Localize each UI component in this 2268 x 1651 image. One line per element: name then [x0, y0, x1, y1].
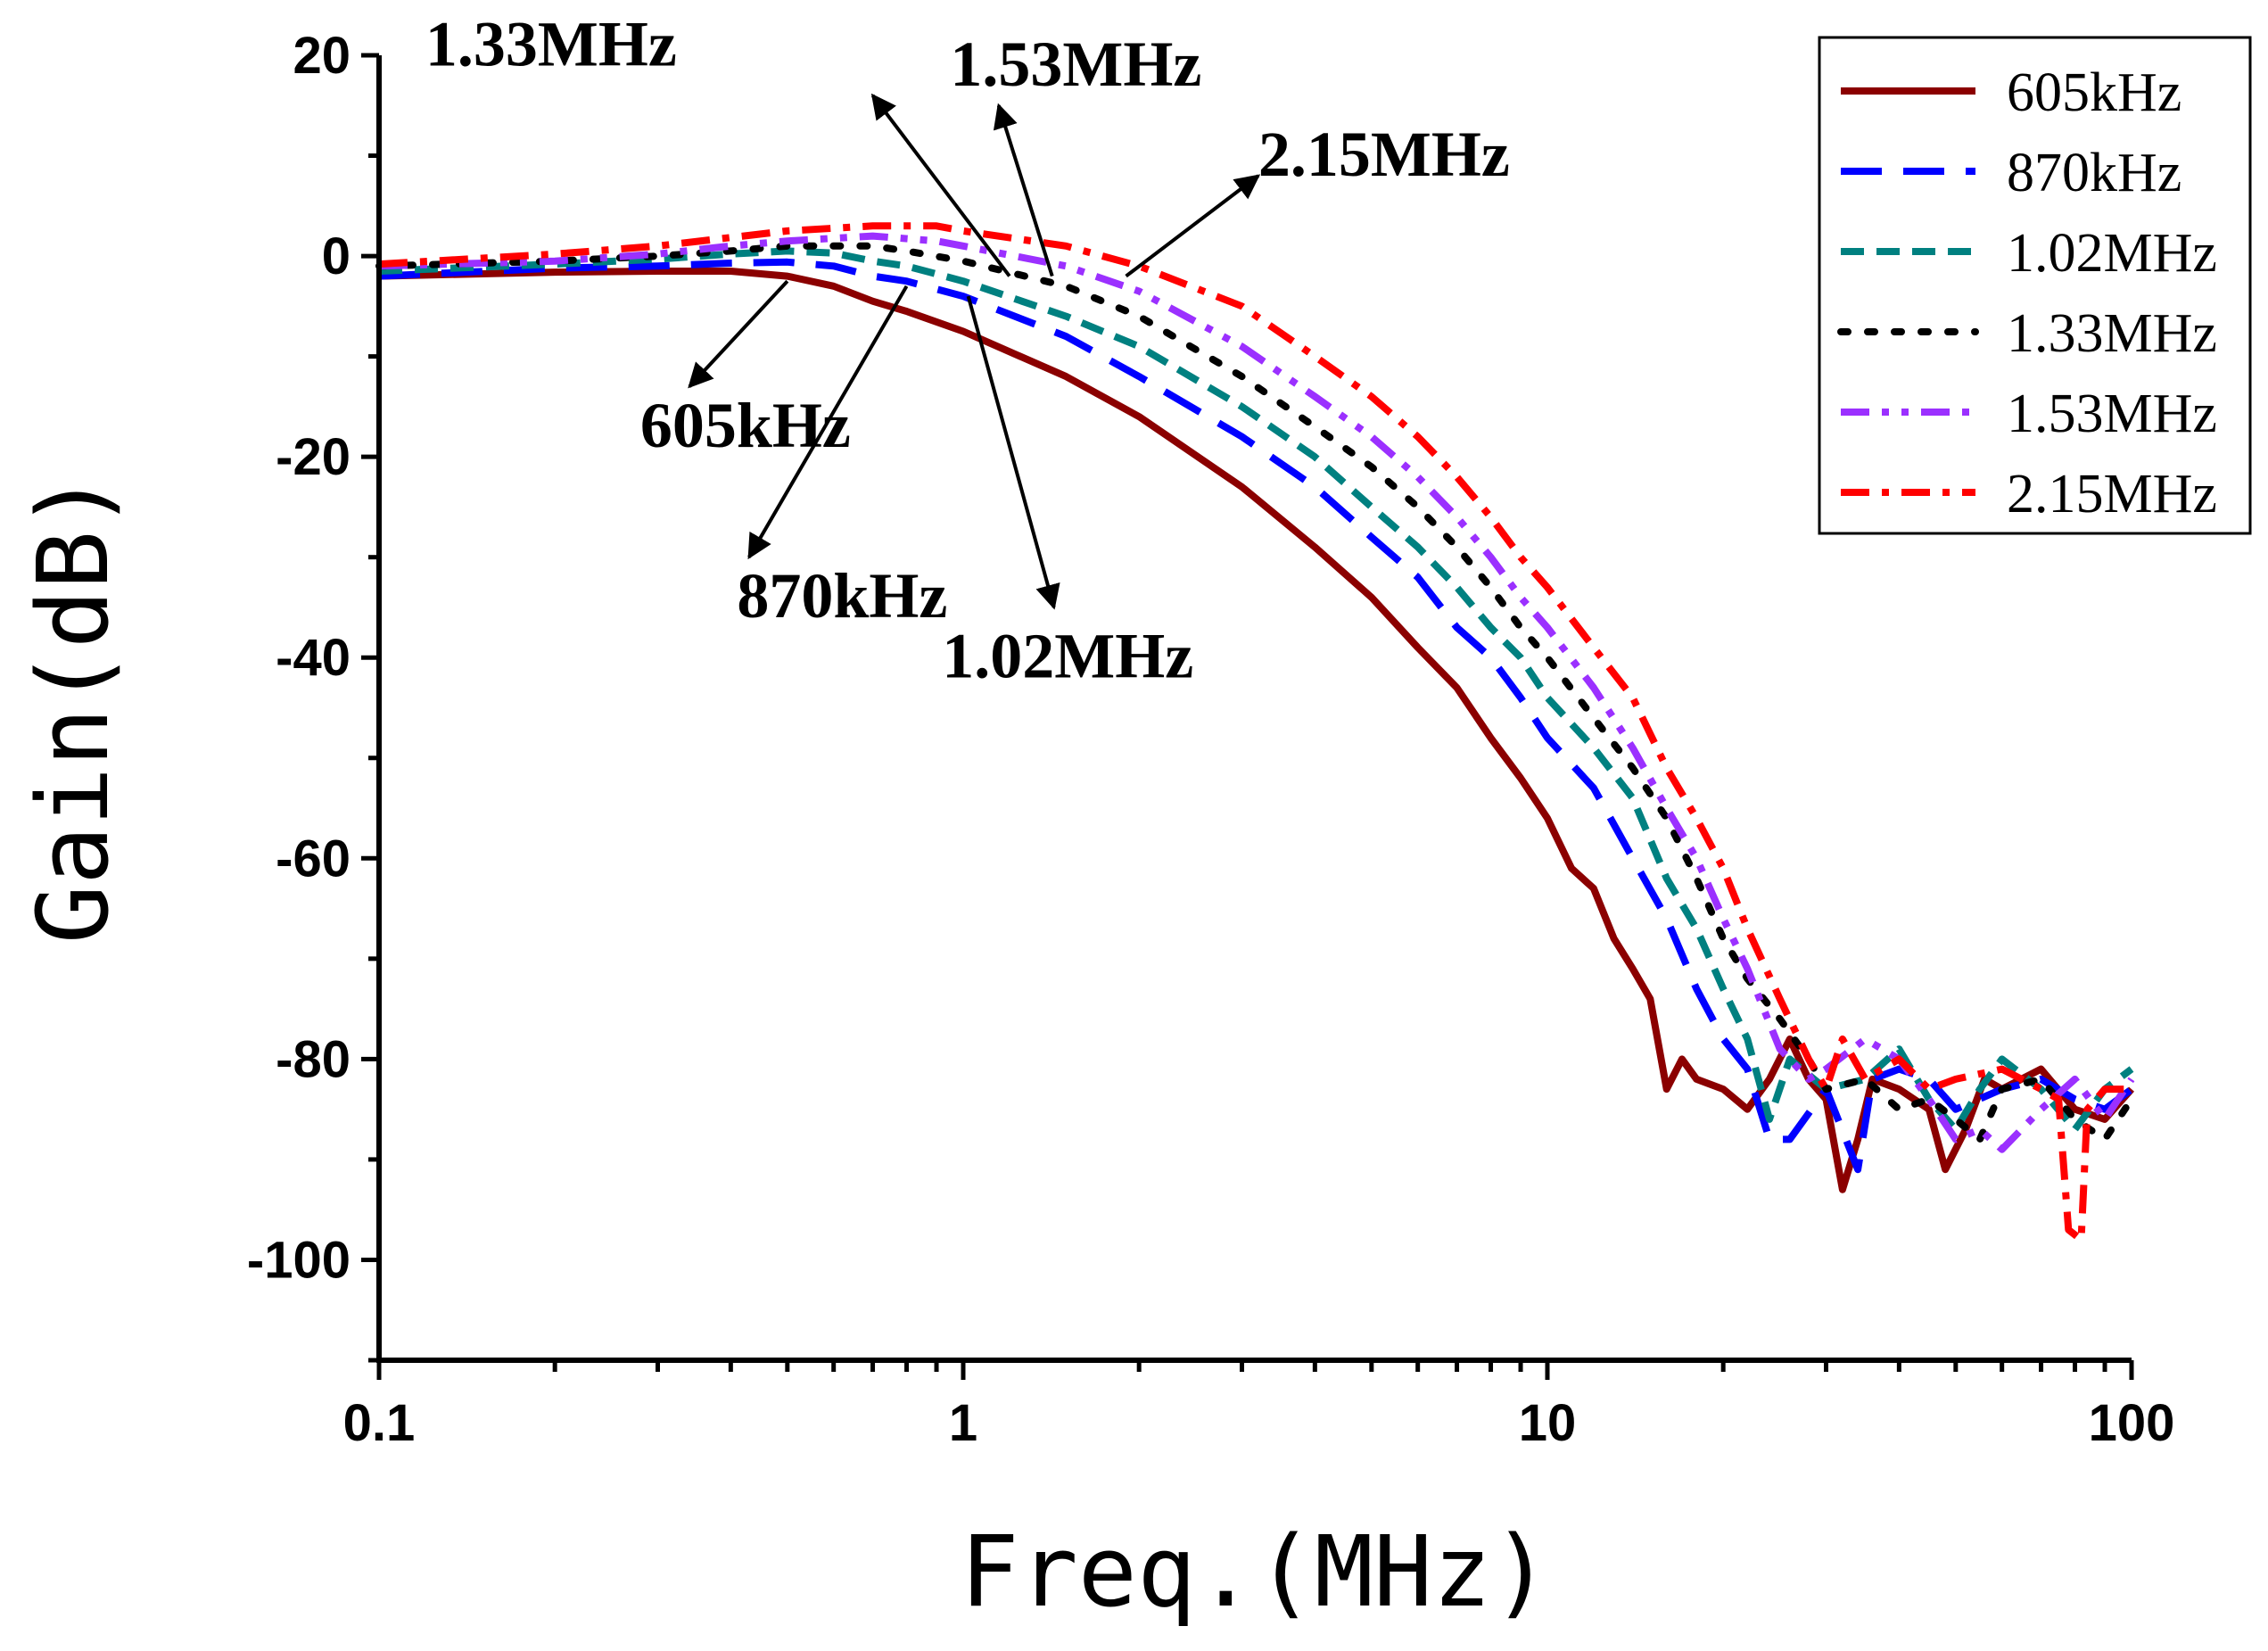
annotation-arrow-2 [1125, 174, 1261, 278]
annotation-arrow-1 [993, 103, 1054, 277]
annotation-label-0: 1.33MHz [425, 8, 677, 79]
y-tick-label: 0 [322, 227, 351, 285]
axes: 20 0 -20 -40 -60 -80 -100 0.1 1 10 100 Freq.(MHz) Ga… [16, 27, 2174, 1629]
y-tick-label: -100 [247, 1231, 351, 1289]
legend-box [1818, 36, 2252, 535]
annotation-label-1: 1.53MHz [950, 29, 1201, 100]
y-tick-label: -60 [276, 830, 351, 887]
annotation-arrow-4 [747, 285, 909, 560]
y-tick-label: -20 [276, 428, 351, 486]
annotation-arrow-3 [688, 279, 789, 389]
y-tick-label: -40 [276, 629, 351, 687]
legend-label-4: 1.53MHz [2007, 384, 2217, 444]
legend-label-5: 2.15MHz [2007, 464, 2217, 524]
annotation-label-4: 870kHz [737, 560, 947, 632]
x-tick-label: 100 [2089, 1394, 2175, 1452]
annotation-label-5: 1.02MHz [942, 621, 1193, 692]
series-line-1 [378, 258, 2134, 1174]
legend-label-3: 1.33MHz [2007, 303, 2217, 364]
annotation-label-3: 605kHz [640, 390, 851, 461]
x-tick-label: 0.1 [343, 1394, 416, 1452]
legend-label-2: 1.02MHz [2007, 223, 2217, 284]
x-axis-title: Freq.(MHz) [960, 1515, 1550, 1629]
series-line-4 [378, 232, 2135, 1153]
legend-label-1: 870kHz [2007, 143, 2181, 203]
annotation-arrow-0 [870, 93, 1011, 277]
series-line-5 [378, 222, 2132, 1243]
y-axis-title: Gain(dB) [16, 472, 130, 945]
x-tick-label: 1 [949, 1394, 977, 1452]
legend: 605kHz 870kHz 1.02MHz 1.33MHz 1.53MHz 2.15MHz [1818, 36, 2252, 535]
series-layer [375, 222, 2135, 1243]
y-tick-label: 20 [293, 27, 351, 85]
series-line-2 [378, 247, 2134, 1134]
y-tick-label: -80 [276, 1030, 351, 1088]
x-tick-label: 10 [1519, 1394, 1577, 1452]
annotation-arrow-5 [966, 295, 1060, 610]
annotation-label-2: 2.15MHz [1258, 119, 1510, 190]
series-line-0 [378, 268, 2134, 1193]
legend-label-0: 605kHz [2007, 62, 2181, 123]
